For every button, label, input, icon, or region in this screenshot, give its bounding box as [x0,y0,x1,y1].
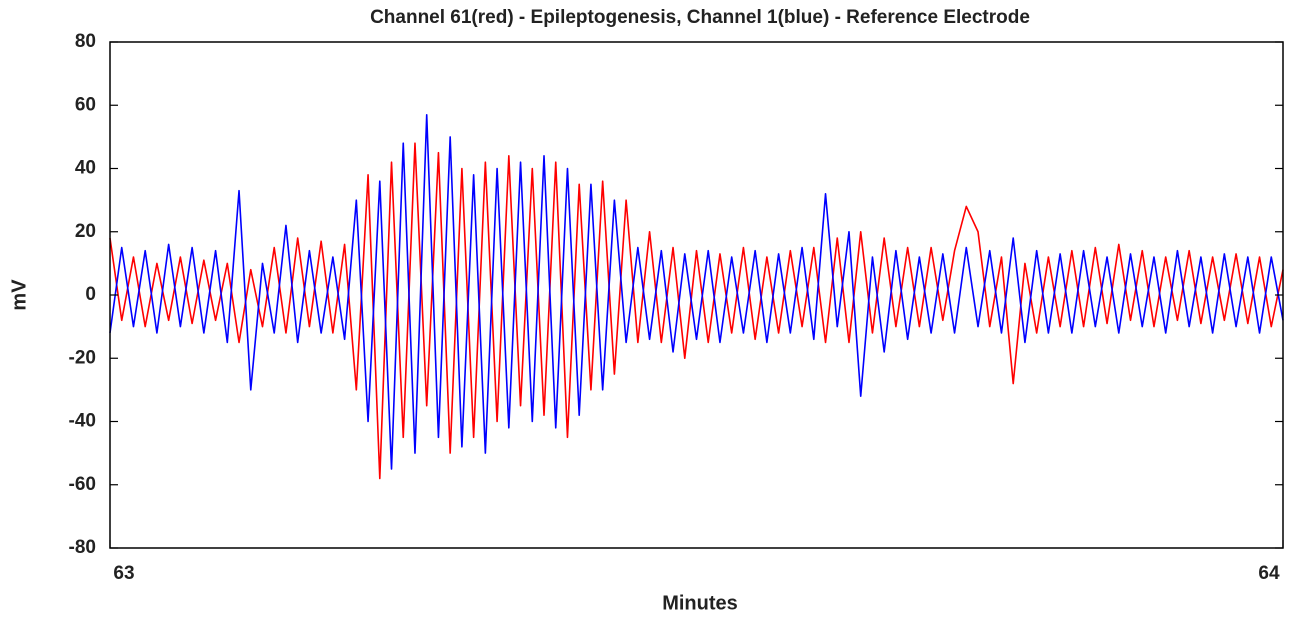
y-tick-label: -40 [69,411,96,432]
y-tick-label: -20 [69,347,96,368]
y-tick-label: 0 [85,284,96,305]
y-tick-label: 40 [75,158,96,179]
y-tick-label: -80 [69,537,96,558]
x-tick-label: 63 [113,563,134,584]
plot-frame [109,41,1284,549]
y-axis-label: mV [8,279,30,311]
y-tick-label: 20 [75,221,96,242]
plot-area [109,113,1284,480]
y-tick-label: -60 [69,474,96,495]
y-tick-label: 60 [75,94,96,115]
chart-title: Channel 61(red) - Epileptogenesis, Chann… [370,7,1030,28]
signal-line [109,113,1284,470]
x-tick-label: 64 [1258,563,1280,584]
x-axis-label: Minutes [662,592,738,614]
signal-line [109,142,1284,480]
y-tick-label: 80 [75,31,96,52]
